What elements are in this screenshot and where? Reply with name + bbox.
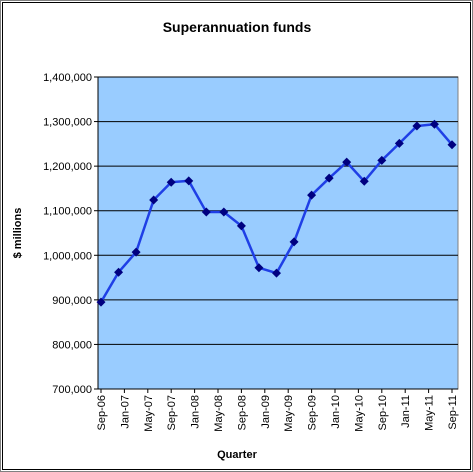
chart-title: Superannuation funds xyxy=(163,19,312,35)
x-tick-label: May-11 xyxy=(424,395,436,431)
x-tick-label: May-07 xyxy=(143,395,155,432)
x-tick-label: Sep-08 xyxy=(236,395,248,430)
y-tick-label: 1,100,000 xyxy=(43,206,92,218)
data-point xyxy=(324,173,334,183)
data-point xyxy=(272,268,281,278)
x-tick-label: Jan-08 xyxy=(190,395,202,429)
data-point xyxy=(96,297,106,307)
y-tick-label: 1,200,000 xyxy=(43,161,92,173)
data-point xyxy=(429,119,439,129)
data-point xyxy=(236,221,246,231)
y-axis-title: $ millions xyxy=(12,208,24,259)
x-tick-label: May-08 xyxy=(213,395,225,432)
y-tick-label: 800,000 xyxy=(52,339,92,351)
data-point xyxy=(412,121,422,131)
data-point xyxy=(131,247,141,257)
x-tick-label: Sep-07 xyxy=(166,395,178,430)
data-point xyxy=(254,263,264,273)
y-tick-label: 900,000 xyxy=(52,295,92,307)
data-point xyxy=(114,267,124,277)
data-point xyxy=(447,140,457,150)
data-point xyxy=(394,138,404,148)
data-point xyxy=(184,176,194,186)
y-tick-label: 1,000,000 xyxy=(43,250,92,262)
x-tick-label: Jan-07 xyxy=(119,395,131,429)
plot-area xyxy=(97,76,459,390)
data-point xyxy=(359,176,369,186)
data-point xyxy=(342,157,352,167)
x-tick-label: May-09 xyxy=(283,395,295,432)
data-point xyxy=(219,207,229,217)
x-tick-label: May-10 xyxy=(353,395,365,432)
y-tick-label: 1,300,000 xyxy=(43,117,92,129)
data-point xyxy=(149,195,159,205)
data-point xyxy=(201,207,211,217)
x-tick-label: Jan-11 xyxy=(400,395,412,428)
y-tick-label: 1,400,000 xyxy=(43,72,92,84)
x-axis-title: Quarter xyxy=(217,449,257,461)
data-point xyxy=(307,190,317,200)
x-tick-label: Sep-11 xyxy=(447,395,459,430)
data-point xyxy=(289,237,299,247)
data-point xyxy=(166,177,176,187)
x-tick-label: Jan-10 xyxy=(330,395,342,429)
x-tick-label: Sep-09 xyxy=(307,395,319,430)
x-tick-label: Sep-06 xyxy=(96,395,108,430)
x-tick-label: Jan-09 xyxy=(260,395,272,429)
y-tick-label: 700,000 xyxy=(52,384,92,396)
data-point xyxy=(377,155,387,165)
x-tick-label: Sep-10 xyxy=(377,395,389,430)
